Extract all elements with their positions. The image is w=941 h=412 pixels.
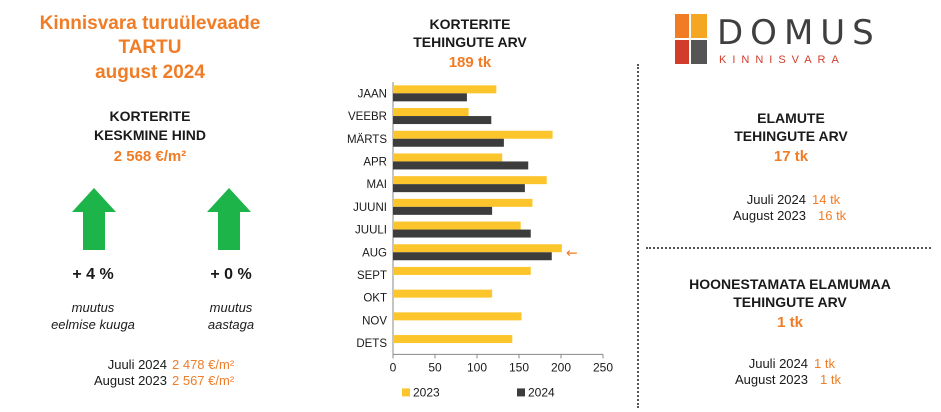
logo-wordmark: DOMUS bbox=[717, 13, 881, 53]
houses-value: 17 tk bbox=[773, 148, 809, 165]
price-heading-line1: KORTERITE bbox=[109, 108, 191, 124]
category-label: MÄRTS bbox=[347, 134, 387, 146]
apartment-transactions-chart: JAAN VEEBR MÄRTS APR MAI JUUNI JUULI AUG ← SEPT OK… bbox=[347, 82, 613, 399]
report-period: august 2024 bbox=[95, 62, 205, 83]
legend-label: 2023 bbox=[413, 385, 440, 399]
category-label: APR bbox=[363, 156, 387, 168]
land-history-value: 1 tk bbox=[820, 372, 841, 387]
category-label: OKT bbox=[363, 293, 387, 305]
houses-history-label: Juuli 2024 bbox=[746, 192, 806, 207]
price-heading-line2: KESKMINE HIND bbox=[93, 127, 206, 143]
houses-history-label: August 2023 bbox=[732, 208, 806, 223]
history-value: 2 567 €/m² bbox=[172, 373, 235, 388]
bar-2023 bbox=[393, 335, 513, 344]
bar-2023 bbox=[393, 198, 533, 207]
category-label: MAI bbox=[367, 179, 387, 191]
month-change-value: + 4 % bbox=[72, 266, 114, 283]
bar-2024 bbox=[393, 161, 529, 170]
houses-heading-line1: ELAMUTE bbox=[757, 110, 825, 126]
category-label: AUG bbox=[362, 247, 387, 259]
chart-heading-line1: KORTERITE bbox=[429, 16, 511, 32]
report-title: Kinnisvara turuülevaade bbox=[39, 13, 261, 34]
category-label: DETS bbox=[356, 338, 387, 350]
bar-2024 bbox=[393, 184, 525, 193]
land-history-value: 1 tk bbox=[814, 356, 835, 371]
chart-heading-line2: TEHINGUTE ARV bbox=[413, 34, 527, 50]
highlight-arrow-icon: ← bbox=[566, 245, 578, 261]
houses-heading-line2: TEHINGUTE ARV bbox=[734, 128, 848, 144]
year-change-caption-1: muutus bbox=[209, 300, 253, 315]
bar-2023 bbox=[393, 85, 497, 94]
chart-value: 189 tk bbox=[448, 54, 492, 71]
category-label: VEEBR bbox=[348, 111, 387, 123]
bar-2023 bbox=[393, 153, 503, 162]
logo-mark-icon bbox=[675, 14, 707, 64]
category-label: SEPT bbox=[357, 270, 387, 282]
bar-2023 bbox=[393, 244, 562, 253]
x-tick-label: 200 bbox=[551, 360, 571, 374]
houses-history-value: 16 tk bbox=[818, 208, 847, 223]
legend-label: 2024 bbox=[528, 385, 555, 399]
bar-2023 bbox=[393, 130, 553, 139]
bar-2024 bbox=[393, 229, 531, 238]
history-label: Juuli 2024 bbox=[107, 357, 167, 372]
category-label: JAAN bbox=[358, 88, 387, 100]
bar-2024 bbox=[393, 138, 504, 147]
bar-2023 bbox=[393, 108, 469, 117]
land-history-label: Juuli 2024 bbox=[748, 356, 808, 371]
bar-2024 bbox=[393, 252, 552, 261]
history-value: 2 478 €/m² bbox=[172, 357, 235, 372]
month-change-caption-2: eelmise kuuga bbox=[51, 317, 135, 332]
x-tick-label: 50 bbox=[428, 360, 442, 374]
bar-2024 bbox=[393, 93, 467, 102]
x-tick-label: 250 bbox=[593, 360, 613, 374]
year-change-value: + 0 % bbox=[210, 266, 252, 283]
category-label: JUUNI bbox=[353, 202, 387, 214]
category-label: NOV bbox=[362, 315, 387, 327]
bar-2023 bbox=[393, 266, 531, 275]
bar-2023 bbox=[393, 221, 521, 230]
bar-2023 bbox=[393, 289, 493, 298]
history-label: August 2023 bbox=[93, 373, 167, 388]
bar-2024 bbox=[393, 116, 492, 125]
category-label: JUULI bbox=[355, 225, 387, 237]
logo-subtitle: KINNISVARA bbox=[719, 54, 845, 66]
bar-2024 bbox=[393, 206, 493, 215]
up-arrow-icon bbox=[72, 188, 116, 250]
legend-swatch bbox=[402, 388, 410, 397]
x-tick-label: 100 bbox=[467, 360, 487, 374]
horizontal-divider bbox=[646, 247, 931, 249]
up-arrow-icon bbox=[207, 188, 251, 250]
month-change-caption-1: muutus bbox=[71, 300, 115, 315]
domus-logo: DOMUS KINNISVARA bbox=[663, 11, 931, 73]
x-tick-label: 0 bbox=[390, 360, 397, 374]
price-value: 2 568 €/m² bbox=[113, 148, 187, 165]
land-history-label: August 2023 bbox=[734, 372, 808, 387]
bar-2023 bbox=[393, 312, 522, 321]
land-heading-line1: HOONESTAMATA ELAMUMAA bbox=[689, 276, 891, 292]
land-heading-line2: TEHINGUTE ARV bbox=[733, 294, 847, 310]
vertical-divider bbox=[637, 64, 639, 408]
houses-history-value: 14 tk bbox=[812, 192, 841, 207]
bar-2023 bbox=[393, 176, 547, 185]
report-city: TARTU bbox=[118, 37, 182, 58]
land-value: 1 tk bbox=[777, 314, 803, 331]
year-change-caption-2: aastaga bbox=[207, 317, 255, 332]
legend-swatch bbox=[517, 388, 525, 397]
x-tick-label: 150 bbox=[509, 360, 529, 374]
